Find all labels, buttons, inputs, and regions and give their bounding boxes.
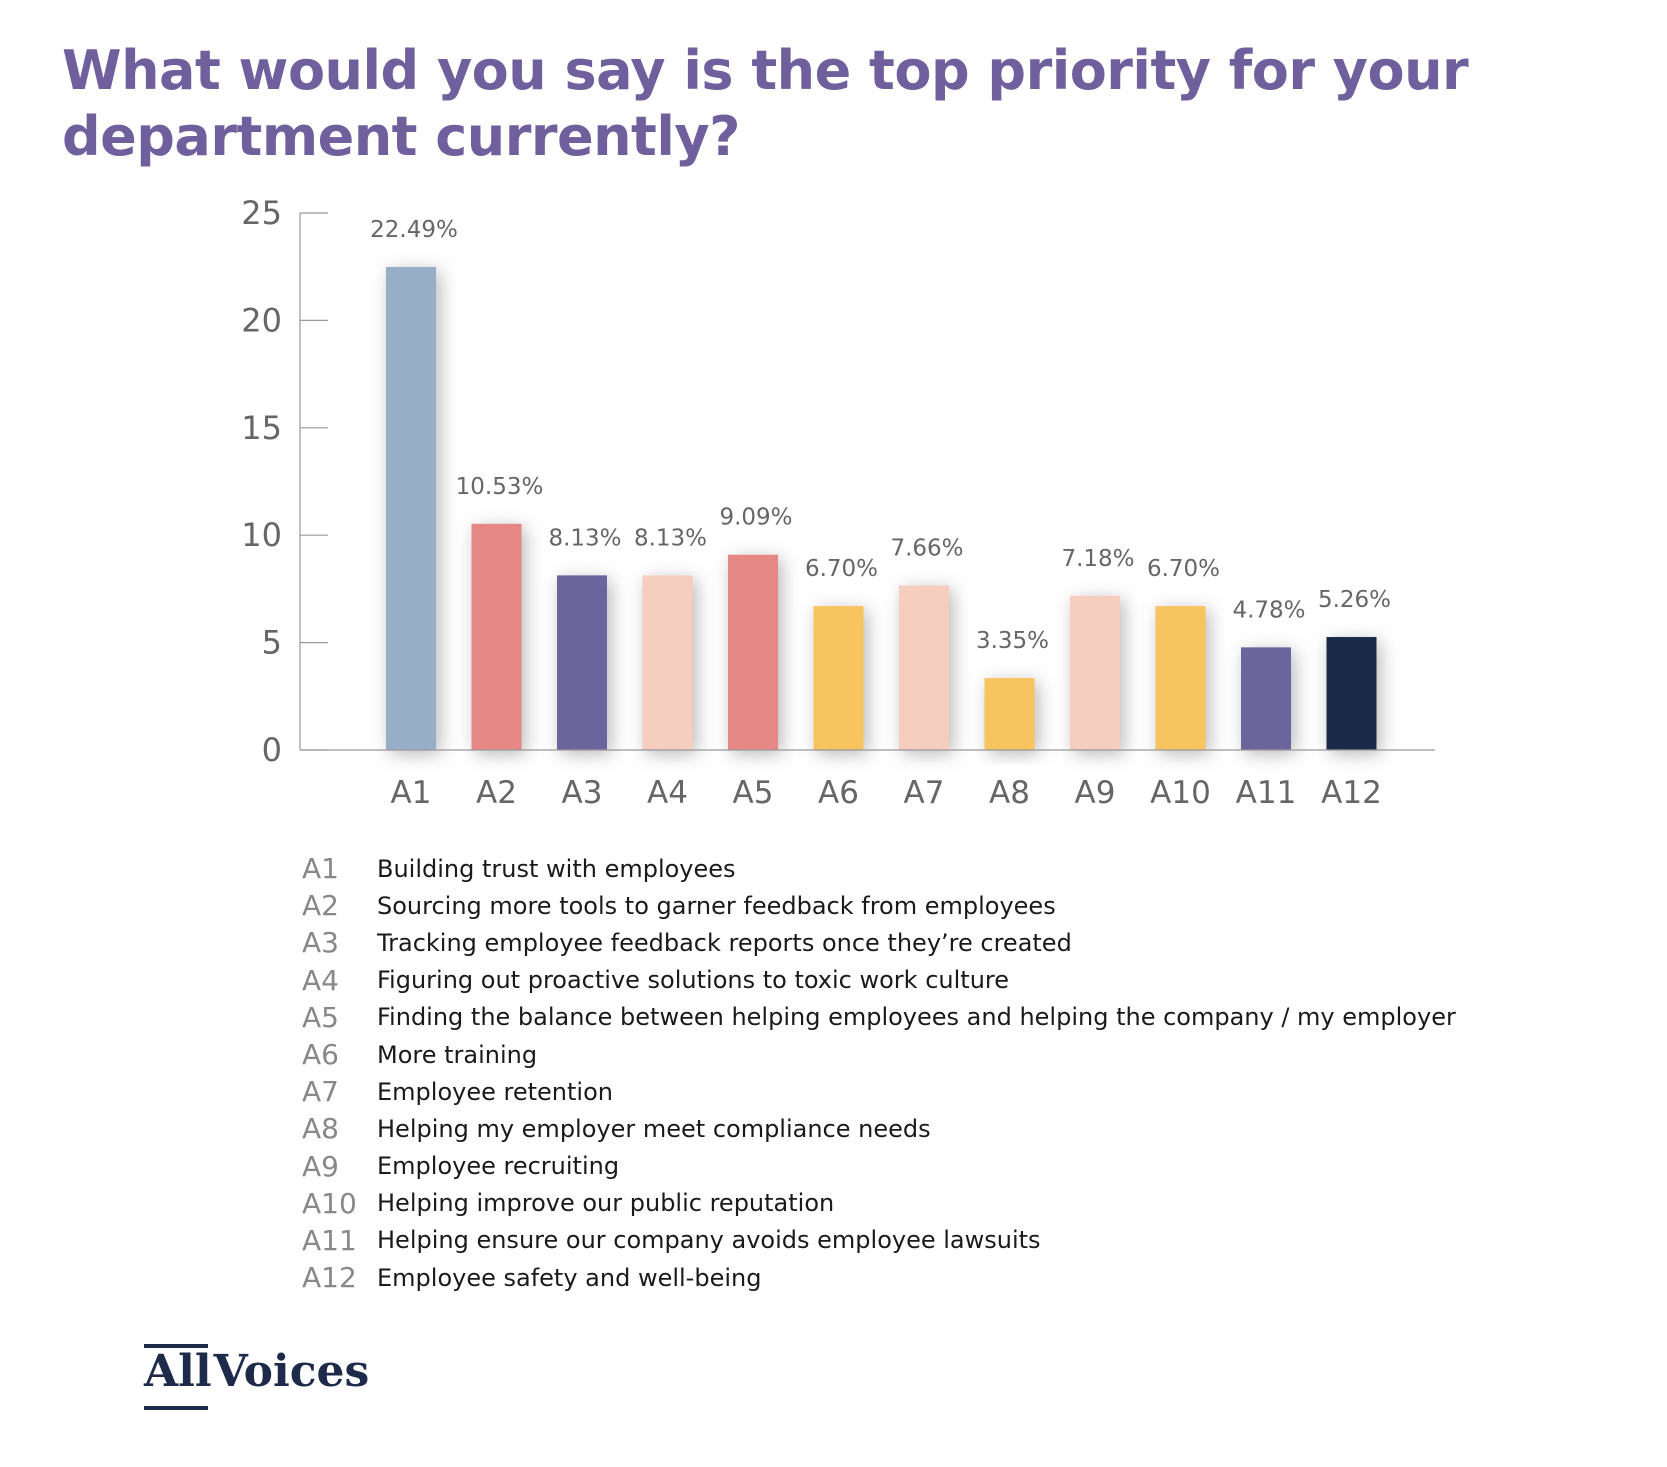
category-legend: A1 Building trust with employees A2 Sourcin… [302, 850, 1456, 1296]
legend-code: A11 [302, 1223, 357, 1257]
legend-description: Helping ensure our company avoids employ… [377, 1226, 1041, 1255]
legend-description: Helping my employer meet compliance need… [377, 1114, 931, 1143]
bar-a2 [471, 523, 522, 750]
legend-item-a11: A11 Helping ensure our company avoids emp… [302, 1222, 1456, 1259]
x-tick-label-a2: A2 [476, 775, 517, 811]
legend-code: A12 [302, 1261, 357, 1295]
legend-description: Building trust with employees [377, 854, 736, 883]
y-tick-label: 20 [241, 301, 282, 339]
data-label-a9: 7.18% [1061, 546, 1134, 572]
legend-item-a12: A12 Employee safety and well-being [302, 1259, 1456, 1296]
x-tick-label-a9: A9 [1075, 775, 1116, 811]
logo-part-1: All [144, 1346, 212, 1397]
data-label-a5: 9.09% [719, 505, 792, 531]
legend-code: A6 [302, 1038, 339, 1072]
bar-a12 [1326, 637, 1377, 750]
logo-wordmark: AllVoices [144, 1346, 369, 1397]
logo-part-2: Voices [213, 1346, 370, 1397]
y-tick-label: 15 [241, 409, 282, 447]
legend-description: Tracking employee feedback reports once … [377, 928, 1072, 957]
legend-code: A2 [302, 889, 339, 923]
legend-item-a2: A2 Sourcing more tools to garner feedback… [302, 887, 1456, 924]
legend-description: Finding the balance between helping empl… [377, 1003, 1456, 1032]
data-label-a7: 7.66% [890, 535, 963, 561]
x-axis: A1 A2 A3 A4 A5 A6 A7 A8 A9 A10 A11 A12 [300, 749, 1435, 811]
legend-item-a4: A4 Figuring out proactive solutions to to… [302, 962, 1456, 999]
legend-code: A10 [302, 1186, 357, 1220]
data-label-a2: 10.53% [456, 474, 544, 500]
bar-a11 [1241, 647, 1291, 750]
legend-code: A1 [302, 852, 339, 886]
allvoices-logo: AllVoices [144, 1344, 369, 1410]
bar-a6 [813, 606, 864, 750]
legend-item-a5: A5 Finding the balance between helping em… [302, 999, 1456, 1036]
legend-description: Figuring out proactive solutions to toxi… [377, 966, 1010, 995]
bar-a3 [557, 575, 607, 750]
legend-item-a1: A1 Building trust with employees [302, 850, 1456, 887]
x-tick-label-a11: A11 [1236, 775, 1297, 811]
data-label-a1: 22.49% [370, 217, 458, 243]
data-label-a10: 6.70% [1147, 556, 1220, 582]
legend-description: Helping improve our public reputation [377, 1189, 835, 1218]
data-label-a12: 5.26% [1318, 587, 1391, 613]
y-tick-label: 25 [241, 194, 282, 232]
data-label-a11: 4.78% [1232, 597, 1305, 623]
legend-item-a3: A3 Tracking employee feedback reports onc… [302, 924, 1456, 961]
bar-a8 [984, 678, 1035, 750]
x-tick-label-a1: A1 [391, 775, 432, 811]
bar-a10 [1155, 606, 1206, 750]
legend-item-a9: A9 Employee recruiting [302, 1148, 1456, 1185]
legend-description: Employee retention [377, 1077, 613, 1106]
bar-a5 [728, 554, 778, 750]
legend-item-a10: A10 Helping improve our public reputation [302, 1185, 1456, 1222]
y-axis: 0 5 10 15 20 25 [241, 194, 328, 769]
legend-item-a8: A8 Helping my employer meet compliance ne… [302, 1110, 1456, 1147]
bar-a9 [1070, 595, 1120, 750]
legend-code: A7 [302, 1075, 339, 1109]
x-tick-label-a5: A5 [733, 775, 774, 811]
legend-description: Sourcing more tools to garner feedback f… [377, 891, 1056, 920]
legend-description: Employee recruiting [377, 1152, 620, 1181]
legend-code: A8 [302, 1112, 339, 1146]
legend-item-a6: A6 More training [302, 1036, 1456, 1073]
chart-title: What would you say is the top priority f… [62, 39, 1469, 168]
y-tick-label: 0 [262, 731, 282, 769]
legend-code: A9 [302, 1149, 339, 1183]
logo-bar-bottom [144, 1406, 208, 1410]
data-label-a6: 6.70% [805, 556, 878, 582]
logo-bar-top [144, 1344, 208, 1348]
data-label-a8: 3.35% [976, 628, 1049, 654]
x-tick-label-a4: A4 [647, 775, 688, 811]
legend-description: Employee safety and well-being [377, 1263, 762, 1292]
bars [386, 266, 1377, 750]
x-tick-label-a6: A6 [818, 775, 859, 811]
x-tick-label-a12: A12 [1321, 775, 1382, 811]
x-tick-label-a7: A7 [904, 775, 945, 811]
y-tick-label: 5 [262, 624, 282, 662]
legend-item-a7: A7 Employee retention [302, 1073, 1456, 1110]
bar-a4 [642, 575, 693, 750]
bar-a7 [899, 585, 949, 750]
data-label-a4: 8.13% [634, 525, 707, 551]
legend-code: A5 [302, 1000, 339, 1034]
data-labels: 22.49%10.53%8.13% 8.13%9.09%6.70%7.66%3.3… [370, 217, 1391, 654]
data-label-a3: 8.13% [548, 525, 621, 551]
x-tick-label-a3: A3 [562, 775, 603, 811]
x-tick-label-a10: A10 [1150, 775, 1211, 811]
bar-a1 [386, 266, 436, 750]
legend-code: A4 [302, 963, 339, 997]
legend-code: A3 [302, 926, 339, 960]
x-tick-label-a8: A8 [989, 775, 1030, 811]
legend-description: More training [377, 1040, 538, 1069]
y-tick-label: 10 [241, 516, 282, 554]
